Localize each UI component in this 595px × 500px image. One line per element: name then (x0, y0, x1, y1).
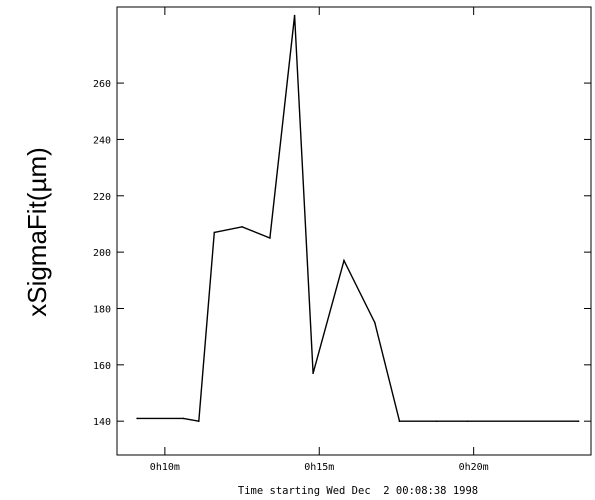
y-tick-label: 200 (93, 248, 111, 259)
plot-area-frame (116, 6, 592, 456)
y-tick-label: 260 (93, 79, 111, 90)
x-tick-label: 0h15m (304, 462, 334, 473)
data-point (269, 237, 271, 239)
x-axis-title: Time starting Wed Dec 2 00:08:38 1998 (238, 485, 478, 497)
data-point (577, 420, 580, 423)
x-tick-label: 0h10m (150, 462, 180, 473)
series-line (137, 15, 579, 423)
series-layer (136, 14, 580, 423)
y-tick-label: 220 (93, 192, 111, 203)
x-tick-label: 0h20m (459, 462, 489, 473)
y-tick-label: 160 (93, 361, 111, 372)
data-point (466, 420, 469, 423)
data-point (374, 321, 376, 324)
y-axis-title: xSigmaFit(µm) (22, 147, 52, 317)
y-tick-label: 240 (93, 135, 111, 146)
y-tick-label: 140 (93, 417, 111, 428)
data-point (293, 14, 296, 17)
data-point (213, 231, 216, 234)
y-tick-label: 180 (93, 304, 111, 315)
data-point (435, 420, 438, 423)
x-axis-ticks: 0h10m 0h15m 0h20m (150, 7, 489, 473)
data-point (398, 420, 401, 423)
data-point (343, 259, 345, 262)
data-point (182, 417, 185, 420)
data-point (136, 417, 138, 420)
y-axis-ticks: 140 160 180 200 220 240 260 (93, 79, 591, 428)
data-point (198, 420, 200, 423)
data-point (312, 372, 314, 375)
data-point (241, 226, 243, 228)
